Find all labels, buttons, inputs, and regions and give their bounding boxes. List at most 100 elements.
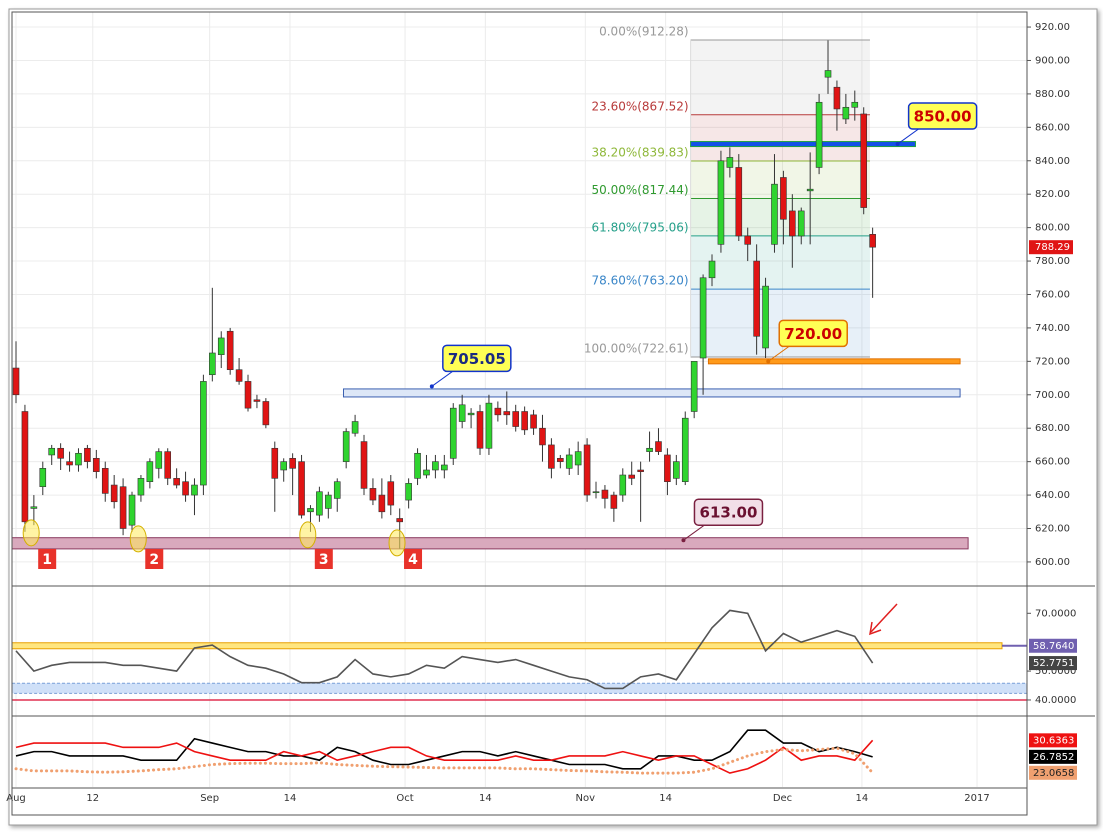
candle-body	[146, 461, 154, 482]
y-tick-label: 620.00	[1035, 524, 1070, 535]
candle-body	[119, 486, 127, 529]
callout-anchor	[766, 359, 771, 364]
candle-body	[351, 421, 359, 434]
marker-label: 1	[42, 552, 52, 568]
y-tick-label: 70.0000	[1035, 608, 1076, 619]
candle-body	[744, 235, 752, 245]
candle-body	[619, 474, 627, 496]
value-tag-label: 52.7751	[1033, 658, 1074, 669]
arrow-shaft	[870, 603, 898, 633]
fib-label: 61.80%(795.06)	[591, 220, 688, 234]
low-highlight	[299, 521, 317, 549]
value-tag	[1029, 765, 1077, 780]
candle-body	[235, 369, 243, 382]
candle-body	[200, 381, 207, 486]
candle-body	[12, 367, 20, 396]
panel-frame	[11, 11, 1028, 816]
low-highlight	[388, 529, 406, 557]
price-zone	[342, 388, 961, 398]
candle-body	[217, 337, 225, 355]
y-tick-label: 740.00	[1035, 323, 1070, 334]
marker-box	[38, 549, 57, 569]
candle-body	[646, 447, 653, 452]
y-tick-label: 700.00	[1035, 390, 1070, 401]
level-tag	[1029, 638, 1077, 653]
candle-body	[753, 260, 760, 337]
low-highlight	[22, 519, 40, 547]
fib-label: 78.60%(763.20)	[591, 274, 688, 288]
y-tick-label: 920.00	[1035, 22, 1070, 33]
candle-body	[494, 407, 502, 416]
candle-body	[485, 402, 493, 449]
candle-body	[66, 461, 73, 466]
candle-body	[280, 461, 288, 471]
marker-label: 4	[408, 552, 418, 568]
marker-label: 2	[149, 552, 159, 568]
candle-body	[342, 431, 350, 462]
y-tick-label: 900.00	[1035, 55, 1070, 66]
fib-label: 100.00%(722.61)	[584, 341, 689, 355]
candle-body	[833, 86, 841, 110]
candle-body	[797, 210, 805, 237]
candle-body	[771, 183, 778, 245]
fib-label: 38.20%(839.83)	[591, 146, 688, 160]
x-tick-label: Oct	[396, 793, 413, 804]
candle-body	[449, 407, 457, 459]
callout-box	[778, 319, 848, 348]
callout-anchor	[681, 538, 686, 543]
callout-box	[693, 498, 764, 526]
value-tag	[1029, 733, 1077, 748]
candle-body	[467, 412, 475, 416]
indicator-line	[14, 746, 875, 775]
candle-body	[325, 494, 332, 509]
y-tick-label: 40.0000	[1035, 695, 1076, 706]
candle-body	[164, 451, 172, 479]
x-tick-label: Dec	[773, 793, 792, 804]
marker-box	[314, 549, 333, 569]
candle-body	[628, 474, 636, 479]
callout-label: 705.05	[448, 350, 506, 368]
candle-body	[101, 468, 109, 494]
y-tick-label: 680.00	[1035, 423, 1070, 434]
candle-body	[307, 508, 314, 513]
candle-body	[557, 457, 564, 462]
indicator-line	[15, 739, 874, 774]
y-tick-label: 720.00	[1035, 356, 1070, 367]
candle-body	[824, 70, 832, 78]
fib-label: 0.00%(912.28)	[599, 24, 688, 38]
fib-label: 23.60%(867.52)	[591, 99, 688, 113]
candle-body	[191, 484, 198, 496]
candle-body	[128, 494, 136, 526]
rsi-level	[11, 642, 1003, 650]
candle-body	[681, 417, 689, 482]
candle-body	[57, 447, 64, 459]
value-tag-label: 26.7852	[1033, 752, 1074, 763]
candle-body	[369, 488, 377, 501]
y-tick-label: 760.00	[1035, 289, 1070, 300]
candle-body	[333, 481, 341, 499]
candle-body	[414, 452, 421, 479]
last-price-label: 788.29	[1035, 242, 1070, 253]
candle-body	[93, 457, 100, 472]
candle-body	[476, 411, 484, 449]
callout-box	[442, 344, 512, 373]
indicator-line	[15, 729, 873, 770]
candle-body	[521, 411, 528, 431]
callout-label: 613.00	[700, 504, 758, 522]
y-tick-label: 780.00	[1035, 256, 1070, 267]
candle-body	[226, 330, 234, 371]
price-zone	[11, 537, 969, 550]
y-tick-label: 800.00	[1035, 223, 1070, 234]
candle-body	[423, 469, 430, 476]
candle-body	[583, 444, 591, 496]
candle-body	[512, 411, 520, 427]
candle-body	[574, 451, 582, 466]
candle-body	[405, 483, 412, 501]
candle-body	[137, 478, 145, 496]
rsi-band	[11, 682, 1028, 694]
annotation-arrow	[869, 603, 898, 636]
arrow-head	[869, 621, 882, 636]
y-tick-label: 820.00	[1035, 189, 1070, 200]
y-tick-label: 660.00	[1035, 457, 1070, 468]
x-tick-label: 14	[856, 793, 869, 804]
